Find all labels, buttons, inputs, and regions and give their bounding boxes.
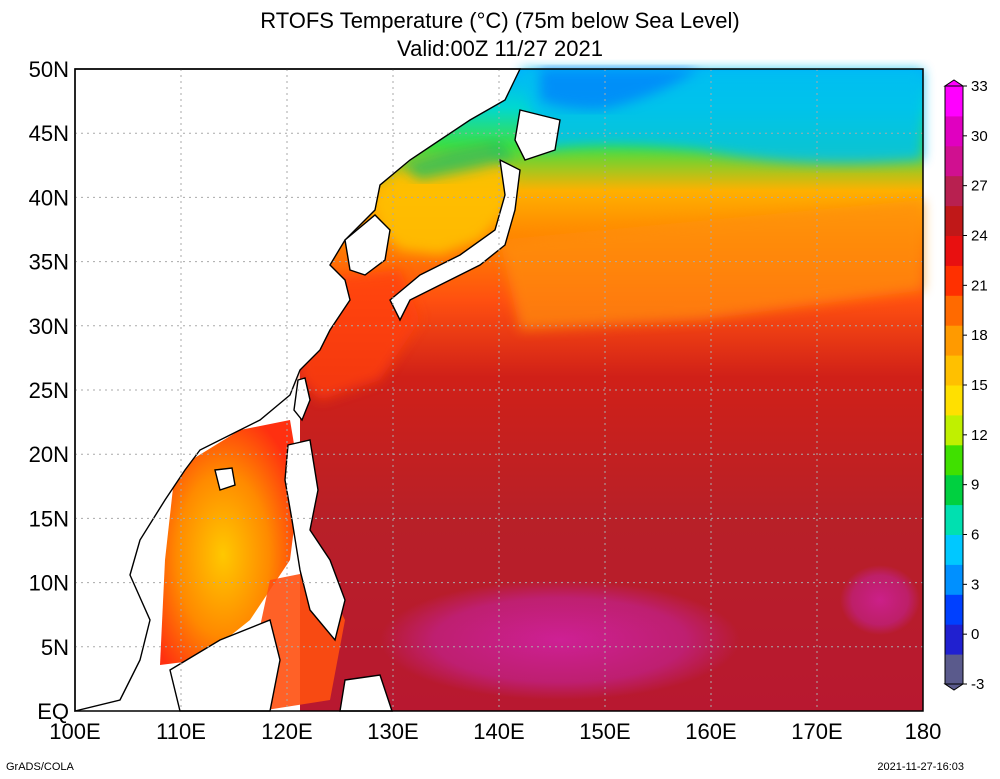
colorbar-segment xyxy=(945,235,963,266)
colorbar-segment xyxy=(945,474,963,506)
colorbar-label: 27 xyxy=(971,178,988,195)
colorbar-segment xyxy=(945,325,963,356)
lat-tick-label: 35N xyxy=(29,250,69,275)
lon-tick-label: 140E xyxy=(473,719,524,744)
colorbar-segment xyxy=(945,355,963,386)
colorbar-label: 3 xyxy=(971,576,979,593)
colorbar-segment xyxy=(945,504,963,535)
colorbar-label: 33 xyxy=(971,78,988,95)
colorbar-label: 30 xyxy=(971,128,988,145)
lat-tick-label: EQ xyxy=(37,699,69,724)
lon-tick-label: 150E xyxy=(579,719,630,744)
lat-tick-label: 30N xyxy=(29,314,69,339)
colorbar-segment xyxy=(945,265,963,296)
lon-tick-label: 170E xyxy=(791,719,842,744)
lat-tick-label: 25N xyxy=(29,378,69,403)
lat-tick-label: 15N xyxy=(29,506,69,531)
colorbar-segment xyxy=(945,564,963,595)
lon-tick-label: 130E xyxy=(367,719,418,744)
plot-frame xyxy=(74,68,924,712)
colorbar-label: 9 xyxy=(971,477,979,494)
lon-tick-label: 100E xyxy=(49,719,100,744)
colorbar-segment xyxy=(945,205,963,236)
map-subtitle: Valid:00Z 11/27 2021 xyxy=(397,36,603,61)
colorbar-label: 18 xyxy=(971,327,988,344)
lat-tick-label: 40N xyxy=(29,185,69,210)
colorbar-label: 12 xyxy=(971,427,988,444)
colorbar-segment xyxy=(945,145,963,177)
colorbar-segment xyxy=(945,86,963,117)
colorbar-segment xyxy=(945,444,963,476)
lon-tick-label: 120E xyxy=(261,719,312,744)
colorbar-arrow xyxy=(943,683,965,691)
lon-tick-label: 160E xyxy=(685,719,736,744)
colorbar-segment xyxy=(945,654,963,685)
lat-tick-label: 10N xyxy=(29,571,69,596)
lat-tick-label: 20N xyxy=(29,442,69,467)
map-title: RTOFS Temperature (°C) (75m below Sea Le… xyxy=(260,8,740,33)
lon-tick-label: 180 xyxy=(905,719,942,744)
colorbar-segment xyxy=(945,385,963,416)
colorbar-segment xyxy=(945,295,963,326)
longitude-labels: 100E 110E 120E 130E 140E 150E 160E 170E 180 xyxy=(49,719,941,744)
colorbar-label: 6 xyxy=(971,527,979,544)
colorbar-arrow xyxy=(943,79,965,87)
colorbar-label: 21 xyxy=(971,277,988,294)
colorbar-label: 24 xyxy=(971,228,988,245)
land xyxy=(74,68,561,712)
lat-tick-label: 50N xyxy=(29,57,69,82)
colorbar-segment xyxy=(945,534,963,565)
colorbar-label: 15 xyxy=(971,377,988,394)
colorbar-label: -3 xyxy=(971,676,984,693)
lat-tick-label: 5N xyxy=(41,635,69,660)
footer-timestamp: 2021-11-27-16:03 xyxy=(877,761,964,773)
colorbar-label: 0 xyxy=(971,626,979,643)
colorbar-segment xyxy=(945,624,963,655)
lon-tick-label: 110E xyxy=(156,719,206,744)
latitude-labels: 50N 45N 40N 35N 30N 25N 20N 15N 10N 5N EQ xyxy=(29,57,69,724)
colorbar-segment xyxy=(945,175,963,207)
colorbar-segment xyxy=(945,115,963,147)
lat-tick-label: 45N xyxy=(29,121,69,146)
colorbar xyxy=(943,79,965,691)
footer-credit: GrADS/COLA xyxy=(6,761,74,773)
colorbar-segment xyxy=(945,594,963,625)
colorbar-segment xyxy=(945,414,963,446)
grid-lines xyxy=(75,69,923,711)
